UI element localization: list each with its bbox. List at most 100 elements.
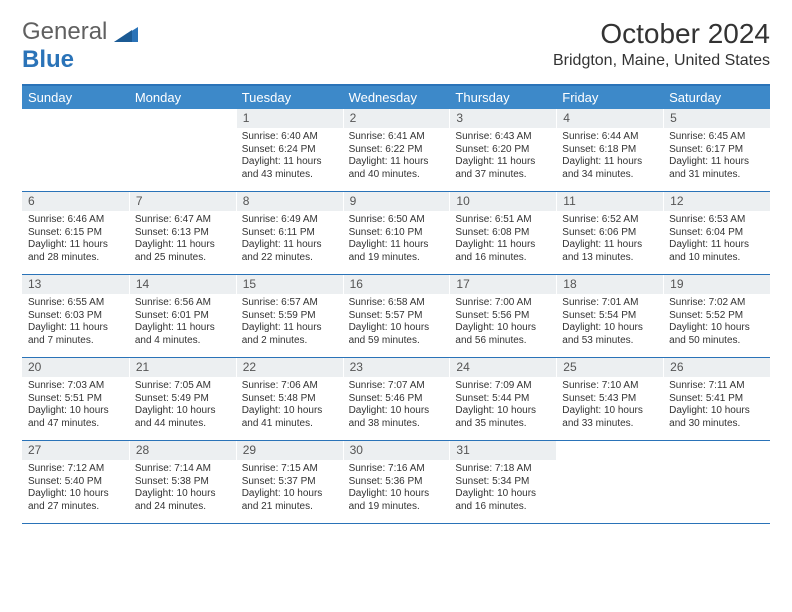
sunrise-text: Sunrise: 6:40 AM [242, 131, 337, 144]
sunset-text: Sunset: 6:13 PM [135, 227, 230, 240]
day-cell: 29Sunrise: 7:15 AMSunset: 5:37 PMDayligh… [236, 441, 343, 523]
sunset-text: Sunset: 5:37 PM [242, 476, 337, 489]
sunrise-text: Sunrise: 6:53 AM [669, 214, 764, 227]
sunrise-text: Sunrise: 7:03 AM [28, 380, 123, 393]
logo-text: General Blue [22, 18, 138, 74]
daylight-text: Daylight: 11 hours and 34 minutes. [562, 156, 657, 181]
day-cell: 30Sunrise: 7:16 AMSunset: 5:36 PMDayligh… [343, 441, 450, 523]
page-title: October 2024 [553, 18, 770, 50]
day-cell: 9Sunrise: 6:50 AMSunset: 6:10 PMDaylight… [343, 192, 450, 274]
daylight-text: Daylight: 10 hours and 33 minutes. [562, 405, 657, 430]
day-cell: 20Sunrise: 7:03 AMSunset: 5:51 PMDayligh… [22, 358, 129, 440]
sunset-text: Sunset: 5:43 PM [562, 393, 657, 406]
sunset-text: Sunset: 5:41 PM [669, 393, 764, 406]
weekday-header: Sunday [22, 86, 129, 109]
day-number: 1 [236, 109, 343, 128]
day-cell: 28Sunrise: 7:14 AMSunset: 5:38 PMDayligh… [129, 441, 236, 523]
day-body: Sunrise: 6:45 AMSunset: 6:17 PMDaylight:… [663, 128, 770, 186]
day-cell: 8Sunrise: 6:49 AMSunset: 6:11 PMDaylight… [236, 192, 343, 274]
sunset-text: Sunset: 5:54 PM [562, 310, 657, 323]
daylight-text: Daylight: 10 hours and 47 minutes. [28, 405, 123, 430]
day-cell [663, 441, 770, 523]
sunset-text: Sunset: 5:57 PM [349, 310, 444, 323]
daylight-text: Daylight: 10 hours and 59 minutes. [349, 322, 444, 347]
sunrise-text: Sunrise: 6:58 AM [349, 297, 444, 310]
day-cell: 7Sunrise: 6:47 AMSunset: 6:13 PMDaylight… [129, 192, 236, 274]
sunrise-text: Sunrise: 6:45 AM [669, 131, 764, 144]
day-number: 14 [129, 275, 236, 294]
weekday-header: Thursday [449, 86, 556, 109]
day-cell: 21Sunrise: 7:05 AMSunset: 5:49 PMDayligh… [129, 358, 236, 440]
sunrise-text: Sunrise: 7:10 AM [562, 380, 657, 393]
sunset-text: Sunset: 6:18 PM [562, 144, 657, 157]
sunrise-text: Sunrise: 7:15 AM [242, 463, 337, 476]
day-body: Sunrise: 7:05 AMSunset: 5:49 PMDaylight:… [129, 377, 236, 435]
day-number: 31 [449, 441, 556, 460]
day-number: 28 [129, 441, 236, 460]
sunrise-text: Sunrise: 6:44 AM [562, 131, 657, 144]
day-number: 22 [236, 358, 343, 377]
day-number: 27 [22, 441, 129, 460]
sunset-text: Sunset: 6:20 PM [455, 144, 550, 157]
day-body: Sunrise: 7:02 AMSunset: 5:52 PMDaylight:… [663, 294, 770, 352]
daylight-text: Daylight: 10 hours and 24 minutes. [135, 488, 230, 513]
day-cell: 18Sunrise: 7:01 AMSunset: 5:54 PMDayligh… [556, 275, 663, 357]
daylight-text: Daylight: 10 hours and 56 minutes. [455, 322, 550, 347]
day-body: Sunrise: 6:49 AMSunset: 6:11 PMDaylight:… [236, 211, 343, 269]
day-body: Sunrise: 7:16 AMSunset: 5:36 PMDaylight:… [343, 460, 450, 518]
sunrise-text: Sunrise: 6:50 AM [349, 214, 444, 227]
sunrise-text: Sunrise: 7:09 AM [455, 380, 550, 393]
day-number: 25 [556, 358, 663, 377]
daylight-text: Daylight: 10 hours and 27 minutes. [28, 488, 123, 513]
day-body: Sunrise: 6:43 AMSunset: 6:20 PMDaylight:… [449, 128, 556, 186]
sunrise-text: Sunrise: 6:49 AM [242, 214, 337, 227]
day-body: Sunrise: 7:12 AMSunset: 5:40 PMDaylight:… [22, 460, 129, 518]
daylight-text: Daylight: 10 hours and 19 minutes. [349, 488, 444, 513]
sunrise-text: Sunrise: 6:56 AM [135, 297, 230, 310]
day-number: 19 [663, 275, 770, 294]
day-number: 18 [556, 275, 663, 294]
day-cell: 31Sunrise: 7:18 AMSunset: 5:34 PMDayligh… [449, 441, 556, 523]
day-number: 10 [449, 192, 556, 211]
sunrise-text: Sunrise: 7:06 AM [242, 380, 337, 393]
sunrise-text: Sunrise: 6:46 AM [28, 214, 123, 227]
sunset-text: Sunset: 6:22 PM [349, 144, 444, 157]
sunset-text: Sunset: 5:40 PM [28, 476, 123, 489]
weekday-header: Friday [556, 86, 663, 109]
day-body: Sunrise: 7:11 AMSunset: 5:41 PMDaylight:… [663, 377, 770, 435]
week-row: 6Sunrise: 6:46 AMSunset: 6:15 PMDaylight… [22, 192, 770, 275]
day-cell: 23Sunrise: 7:07 AMSunset: 5:46 PMDayligh… [343, 358, 450, 440]
day-body [129, 128, 236, 136]
daylight-text: Daylight: 10 hours and 41 minutes. [242, 405, 337, 430]
daylight-text: Daylight: 11 hours and 31 minutes. [669, 156, 764, 181]
sunrise-text: Sunrise: 6:43 AM [455, 131, 550, 144]
sunset-text: Sunset: 5:56 PM [455, 310, 550, 323]
day-body: Sunrise: 7:07 AMSunset: 5:46 PMDaylight:… [343, 377, 450, 435]
week-row: 27Sunrise: 7:12 AMSunset: 5:40 PMDayligh… [22, 441, 770, 524]
day-number: 4 [556, 109, 663, 128]
day-cell: 4 Sunrise: 6:44 AMSunset: 6:18 PMDaylight… [556, 109, 663, 191]
day-cell [129, 109, 236, 191]
day-cell: 13Sunrise: 6:55 AMSunset: 6:03 PMDayligh… [22, 275, 129, 357]
sunset-text: Sunset: 6:04 PM [669, 227, 764, 240]
sunset-text: Sunset: 6:01 PM [135, 310, 230, 323]
sunset-text: Sunset: 5:49 PM [135, 393, 230, 406]
day-body: Sunrise: 7:06 AMSunset: 5:48 PMDaylight:… [236, 377, 343, 435]
day-cell: 26Sunrise: 7:11 AMSunset: 5:41 PMDayligh… [663, 358, 770, 440]
sunset-text: Sunset: 5:48 PM [242, 393, 337, 406]
sunrise-text: Sunrise: 7:11 AM [669, 380, 764, 393]
day-body [556, 460, 663, 468]
sunset-text: Sunset: 5:59 PM [242, 310, 337, 323]
day-cell: 5Sunrise: 6:45 AMSunset: 6:17 PMDaylight… [663, 109, 770, 191]
weekday-header: Tuesday [236, 86, 343, 109]
sunrise-text: Sunrise: 7:14 AM [135, 463, 230, 476]
day-body: Sunrise: 7:01 AMSunset: 5:54 PMDaylight:… [556, 294, 663, 352]
logo-word-1: General [22, 18, 107, 45]
location: Bridgton, Maine, United States [553, 52, 770, 70]
header: General Blue October 2024 Bridgton, Main… [22, 18, 770, 74]
day-cell: 14Sunrise: 6:56 AMSunset: 6:01 PMDayligh… [129, 275, 236, 357]
sunrise-text: Sunrise: 7:00 AM [455, 297, 550, 310]
day-cell: 10Sunrise: 6:51 AMSunset: 6:08 PMDayligh… [449, 192, 556, 274]
daylight-text: Daylight: 11 hours and 40 minutes. [349, 156, 444, 181]
weekday-header: Monday [129, 86, 236, 109]
